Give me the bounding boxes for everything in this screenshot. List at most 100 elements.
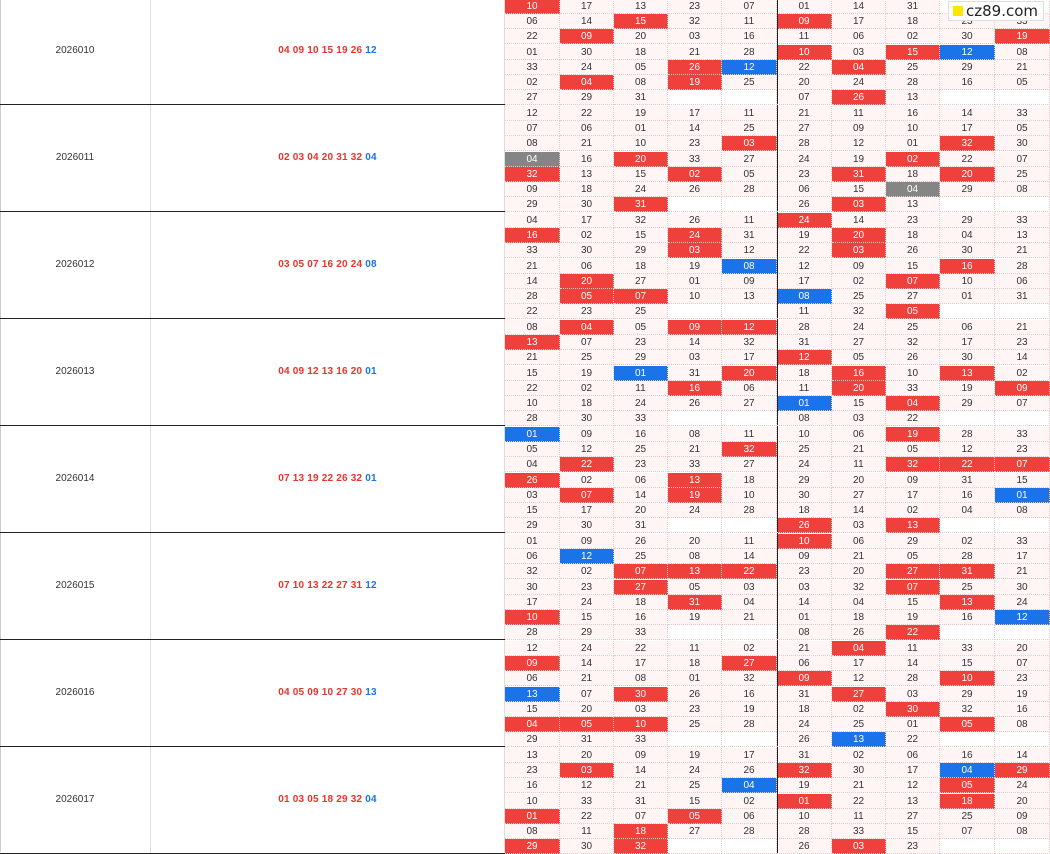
number-cell: 13 — [940, 365, 995, 381]
number-cell: 19 — [722, 701, 777, 717]
number-cell — [940, 732, 995, 748]
site-logo[interactable]: cz89.com — [948, 1, 1044, 21]
number-cell: 16 — [614, 610, 668, 625]
number-cell: 07 — [614, 289, 668, 304]
number-cell: 19 — [614, 106, 668, 121]
number-cell: 14 — [777, 594, 832, 610]
number-cell: 12 — [886, 778, 940, 794]
number-cell: 17 — [940, 121, 995, 137]
number-cell: 16 — [832, 365, 886, 381]
number-cell: 04 — [832, 594, 886, 610]
number-cell: 07 — [614, 808, 668, 824]
number-cell: 21 — [995, 59, 1050, 75]
number-cell: 14 — [505, 273, 560, 289]
number-cell: 18 — [722, 472, 777, 488]
number-cell: 02 — [886, 29, 940, 45]
number-cell: 04 — [505, 457, 560, 473]
number-cell: 17 — [777, 273, 832, 289]
number-cell: 02 — [940, 534, 995, 549]
group-divider — [777, 212, 778, 318]
number-cell: 19 — [668, 258, 722, 274]
number-cell: 10 — [668, 289, 722, 304]
number-cell — [940, 90, 995, 106]
number-cell: 24 — [995, 594, 1050, 610]
number-cell: 15 — [832, 396, 886, 411]
number-cell: 09 — [886, 472, 940, 488]
number-cell: 10 — [940, 273, 995, 289]
number-cell: 30 — [940, 29, 995, 45]
number-cell: 22 — [614, 641, 668, 656]
number-cell: 25 — [668, 717, 722, 732]
number-cell: 24 — [832, 320, 886, 335]
blue-ball: 13 — [365, 687, 377, 698]
number-cell — [722, 197, 777, 213]
number-cell: 05 — [668, 579, 722, 595]
number-cell: 28 — [777, 824, 832, 839]
number-cell: 03 — [614, 701, 668, 717]
number-cell: 19 — [940, 380, 995, 396]
number-cell: 30 — [940, 350, 995, 366]
number-cell: 22 — [777, 243, 832, 259]
number-cell: 07 — [995, 457, 1050, 473]
number-cell: 14 — [614, 763, 668, 779]
number-cell — [995, 304, 1050, 320]
red-balls: 07 10 13 22 27 31 — [278, 580, 363, 591]
number-cell: 31 — [668, 594, 722, 610]
number-cell — [940, 518, 995, 534]
number-cell: 01 — [505, 427, 560, 442]
number-cell: 19 — [777, 228, 832, 244]
number-cell: 26 — [668, 396, 722, 411]
number-cell: 24 — [777, 717, 832, 732]
number-cell: 16 — [940, 610, 995, 625]
number-cell: 09 — [505, 656, 560, 672]
number-cell: 31 — [940, 472, 995, 488]
column-divider — [504, 640, 505, 746]
number-cell: 11 — [886, 641, 940, 656]
number-cell: 02 — [832, 701, 886, 717]
number-cell: 22 — [832, 793, 886, 809]
number-cell — [722, 411, 777, 427]
number-cell: 12 — [722, 320, 777, 335]
number-cell: 10 — [505, 396, 560, 411]
number-cell — [940, 411, 995, 427]
number-cell: 31 — [668, 365, 722, 381]
number-cell: 29 — [940, 686, 995, 702]
number-cell: 23 — [995, 335, 1050, 351]
blue-ball: 04 — [365, 152, 377, 163]
number-cell: 23 — [995, 671, 1050, 687]
number-cell: 28 — [505, 411, 560, 427]
number-cell: 02 — [832, 273, 886, 289]
number-cell: 17 — [995, 549, 1050, 565]
number-cell: 29 — [995, 763, 1050, 779]
number-cell: 31 — [614, 793, 668, 809]
number-cell: 22 — [886, 625, 940, 641]
number-cell: 10 — [886, 365, 940, 381]
number-cell: 09 — [560, 534, 614, 549]
number-cell: 24 — [668, 763, 722, 779]
number-cell: 13 — [722, 289, 777, 304]
number-cell: 18 — [668, 656, 722, 672]
number-cell: 02 — [560, 564, 614, 580]
draw-numbers: 04 09 12 13 16 20 01 — [151, 319, 504, 425]
number-cell: 27 — [668, 824, 722, 839]
number-cell: 01 — [777, 610, 832, 625]
number-cell: 19 — [832, 151, 886, 167]
number-cell: 21 — [777, 641, 832, 656]
number-cell: 26 — [614, 534, 668, 549]
number-cell: 29 — [614, 243, 668, 259]
number-cell: 12 — [560, 442, 614, 458]
number-cell: 11 — [722, 14, 777, 30]
number-cell: 29 — [940, 59, 995, 75]
column-divider — [504, 319, 505, 425]
number-cell: 01 — [668, 273, 722, 289]
number-cell: 27 — [614, 273, 668, 289]
number-cell: 19 — [995, 29, 1050, 45]
number-cell: 06 — [995, 273, 1050, 289]
blue-ball: 12 — [365, 45, 377, 56]
number-cell: 15 — [668, 793, 722, 809]
number-cell: 16 — [505, 778, 560, 794]
number-cell: 11 — [560, 824, 614, 839]
group-divider — [777, 105, 778, 211]
number-cell: 21 — [560, 671, 614, 687]
number-cell: 11 — [777, 304, 832, 320]
